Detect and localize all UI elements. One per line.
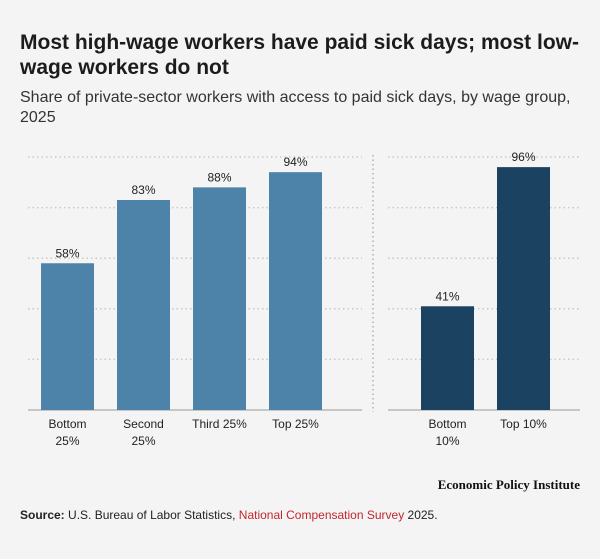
source-label: Source: [20, 508, 65, 522]
value-label-quartiles-1: 83% [131, 183, 155, 197]
value-label-quartiles-0: 58% [55, 246, 79, 260]
bar-quartiles-1 [117, 200, 170, 410]
source-link[interactable]: National Compensation Survey [238, 508, 405, 522]
chart-subtitle: Share of private-sector workers with acc… [20, 89, 571, 126]
source-text: U.S. Bureau of Labor Statistics, [64, 508, 239, 522]
value-label-deciles-0: 41% [435, 289, 459, 303]
bar-quartiles-0 [41, 263, 94, 410]
value-label-quartiles-2: 88% [207, 170, 231, 184]
category-label-quartiles-1: Second 25% [123, 417, 164, 448]
brand-logo: Economic Policy Institute [437, 477, 580, 492]
chart-title: Most high-wage workers have paid sick da… [20, 31, 579, 79]
category-label-deciles-1: Top 10% [500, 417, 547, 431]
category-label-quartiles-0: Bottom 25% [48, 417, 86, 448]
value-label-deciles-1: 96% [511, 150, 535, 164]
category-label-quartiles-2: Third 25% [192, 417, 247, 431]
bar-quartiles-3 [269, 172, 322, 410]
bar-deciles-1 [497, 167, 550, 410]
source-note: Source: U.S. Bureau of Labor Statistics,… [20, 508, 585, 522]
bar-deciles-0 [421, 306, 474, 410]
category-label-deciles-0: Bottom 10% [428, 417, 466, 448]
bar-quartiles-2 [193, 187, 246, 410]
value-label-quartiles-3: 94% [283, 155, 307, 169]
category-label-quartiles-3: Top 25% [272, 417, 319, 431]
source-text-end: 2025. [404, 508, 438, 522]
